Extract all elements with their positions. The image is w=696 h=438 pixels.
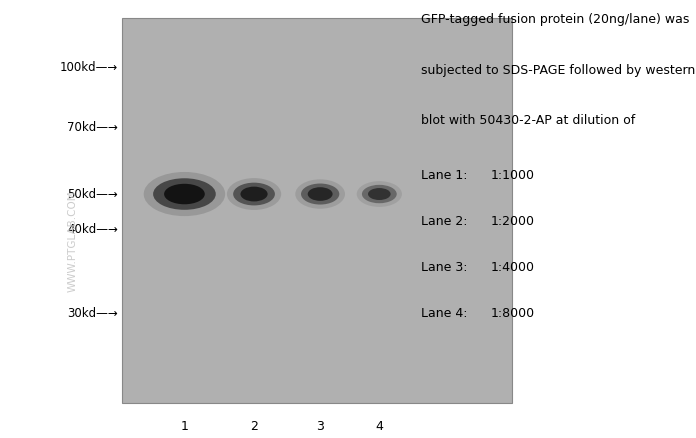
Text: Lane 4:: Lane 4: <box>421 307 468 320</box>
Text: 1:4000: 1:4000 <box>491 261 535 274</box>
Text: 1: 1 <box>180 420 189 434</box>
Ellipse shape <box>233 183 275 205</box>
Text: WWW.PTGLAB.COM: WWW.PTGLAB.COM <box>68 190 78 292</box>
Ellipse shape <box>295 179 345 209</box>
Text: blot with 50430-2-AP at dilution of: blot with 50430-2-AP at dilution of <box>421 114 635 127</box>
Ellipse shape <box>153 178 216 210</box>
Text: 40kd—→: 40kd—→ <box>68 223 118 237</box>
Ellipse shape <box>227 178 281 210</box>
Text: 4: 4 <box>375 420 383 434</box>
Text: GFP-tagged fusion protein (20ng/lane) was: GFP-tagged fusion protein (20ng/lane) wa… <box>421 13 690 26</box>
Text: subjected to SDS-PAGE followed by western: subjected to SDS-PAGE followed by wester… <box>421 64 695 77</box>
Bar <box>122 18 512 403</box>
Text: Lane 1:: Lane 1: <box>421 169 468 182</box>
Text: 100kd—→: 100kd—→ <box>60 61 118 74</box>
Ellipse shape <box>308 187 333 201</box>
Ellipse shape <box>143 172 226 216</box>
Ellipse shape <box>362 185 397 203</box>
Ellipse shape <box>164 184 205 204</box>
Text: Lane 2:: Lane 2: <box>421 215 468 228</box>
Text: 2: 2 <box>250 420 258 434</box>
Ellipse shape <box>240 187 267 201</box>
Ellipse shape <box>301 184 340 205</box>
Text: 3: 3 <box>316 420 324 434</box>
Ellipse shape <box>368 188 390 200</box>
Text: 50kd—→: 50kd—→ <box>68 188 118 201</box>
Ellipse shape <box>357 181 402 207</box>
Text: 70kd—→: 70kd—→ <box>68 120 118 134</box>
Text: 1:1000: 1:1000 <box>491 169 535 182</box>
Text: 1:8000: 1:8000 <box>491 307 535 320</box>
Text: Lane 3:: Lane 3: <box>421 261 468 274</box>
Text: 30kd—→: 30kd—→ <box>68 307 118 320</box>
Text: 1:2000: 1:2000 <box>491 215 535 228</box>
